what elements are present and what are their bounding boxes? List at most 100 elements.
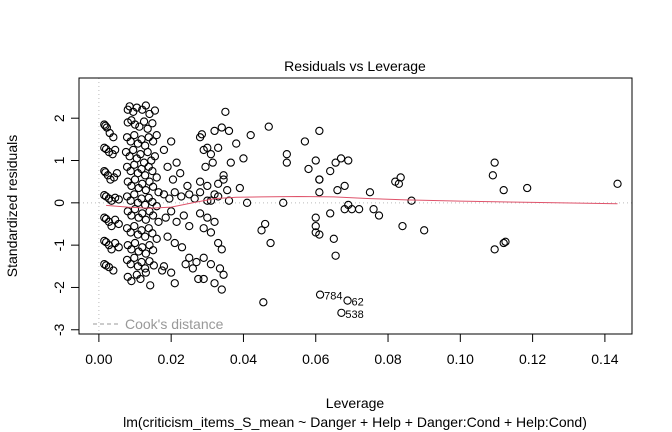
data-point bbox=[179, 211, 188, 220]
x-axis: 0.00 0.02 0.04 0.06 0.08 0.10 0.12 0.14 bbox=[85, 333, 619, 367]
data-point bbox=[149, 261, 158, 270]
data-point bbox=[181, 260, 190, 269]
data-point bbox=[215, 264, 225, 273]
data-point bbox=[315, 230, 324, 239]
data-point bbox=[217, 285, 226, 294]
data-point bbox=[127, 211, 136, 220]
data-point bbox=[210, 217, 219, 227]
data-point bbox=[161, 213, 170, 222]
data-point bbox=[126, 196, 135, 205]
data-point bbox=[221, 107, 230, 117]
model-formula-subtitle: lm(criticism_items_S_mean ~ Danger + Hel… bbox=[123, 414, 587, 430]
data-point bbox=[407, 196, 416, 205]
data-point bbox=[159, 145, 169, 155]
data-point bbox=[126, 228, 135, 237]
data-point bbox=[109, 133, 118, 142]
data-point bbox=[130, 190, 139, 199]
data-point bbox=[100, 143, 109, 152]
data-point bbox=[242, 198, 252, 207]
data-point bbox=[195, 188, 205, 197]
x-tick-label: 0.00 bbox=[85, 351, 112, 367]
data-point bbox=[311, 221, 320, 231]
data-point bbox=[154, 188, 163, 197]
data-point bbox=[148, 246, 158, 255]
data-point bbox=[108, 150, 117, 159]
data-point bbox=[101, 238, 111, 247]
data-point bbox=[159, 262, 169, 271]
x-tick-label: 0.06 bbox=[302, 351, 329, 367]
data-point bbox=[266, 238, 275, 248]
data-point bbox=[329, 234, 338, 243]
data-point bbox=[490, 245, 499, 254]
cooks-distance-legend: Cook's distance bbox=[93, 316, 224, 332]
data-point bbox=[208, 158, 217, 167]
data-point bbox=[150, 152, 160, 161]
data-point bbox=[333, 185, 342, 195]
data-point bbox=[523, 183, 532, 193]
data-point bbox=[130, 221, 139, 231]
data-point bbox=[206, 260, 216, 269]
data-point bbox=[101, 144, 111, 154]
data-point bbox=[195, 177, 205, 186]
data-point bbox=[152, 173, 161, 182]
data-point bbox=[139, 117, 149, 126]
data-point bbox=[138, 243, 147, 252]
data-point bbox=[148, 119, 157, 128]
data-point bbox=[223, 185, 232, 195]
data-point bbox=[152, 130, 161, 140]
data-point bbox=[219, 171, 228, 180]
outlier-label: 784 bbox=[324, 291, 342, 303]
data-point bbox=[311, 213, 320, 222]
data-point bbox=[112, 169, 122, 178]
y-tick-label: -2 bbox=[51, 281, 67, 294]
data-point bbox=[304, 164, 313, 174]
data-point bbox=[488, 171, 497, 180]
data-point bbox=[257, 226, 266, 235]
data-point bbox=[194, 274, 203, 284]
outlier-point bbox=[337, 308, 346, 317]
y-tick-label: 1 bbox=[51, 156, 67, 164]
data-point bbox=[217, 245, 226, 254]
data-point bbox=[167, 207, 176, 216]
data-point bbox=[499, 185, 508, 195]
data-point bbox=[188, 264, 198, 273]
data-point bbox=[101, 214, 111, 224]
data-point bbox=[206, 228, 216, 237]
data-point bbox=[315, 126, 324, 136]
data-point bbox=[130, 238, 140, 248]
data-point bbox=[141, 215, 151, 224]
data-point bbox=[369, 205, 378, 214]
x-tick-label: 0.02 bbox=[158, 351, 185, 367]
data-point bbox=[143, 147, 152, 157]
data-point bbox=[315, 188, 324, 197]
data-point bbox=[177, 243, 187, 252]
data-point bbox=[144, 133, 153, 142]
data-point bbox=[235, 183, 244, 193]
chart-title: Residuals vs Leverage bbox=[284, 58, 426, 74]
data-point bbox=[140, 171, 150, 180]
data-point bbox=[224, 196, 234, 205]
data-point bbox=[490, 158, 499, 167]
data-point bbox=[185, 253, 194, 262]
x-tick-label: 0.14 bbox=[591, 351, 618, 367]
data-point bbox=[130, 205, 140, 214]
data-point bbox=[613, 179, 622, 188]
data-point bbox=[109, 266, 118, 275]
data-point bbox=[130, 160, 139, 169]
data-point bbox=[148, 229, 157, 238]
data-point bbox=[148, 211, 158, 220]
data-point bbox=[107, 221, 116, 231]
data-point bbox=[109, 173, 119, 182]
outlier-label: 538 bbox=[345, 309, 363, 321]
data-point bbox=[137, 257, 146, 267]
data-point bbox=[141, 185, 151, 195]
data-point bbox=[217, 123, 226, 132]
data-point bbox=[148, 137, 158, 146]
data-point bbox=[219, 175, 228, 184]
data-point bbox=[141, 268, 151, 277]
data-point bbox=[157, 266, 167, 275]
data-point bbox=[130, 120, 140, 129]
y-tick-label: -1 bbox=[51, 239, 67, 252]
data-point bbox=[126, 166, 135, 176]
